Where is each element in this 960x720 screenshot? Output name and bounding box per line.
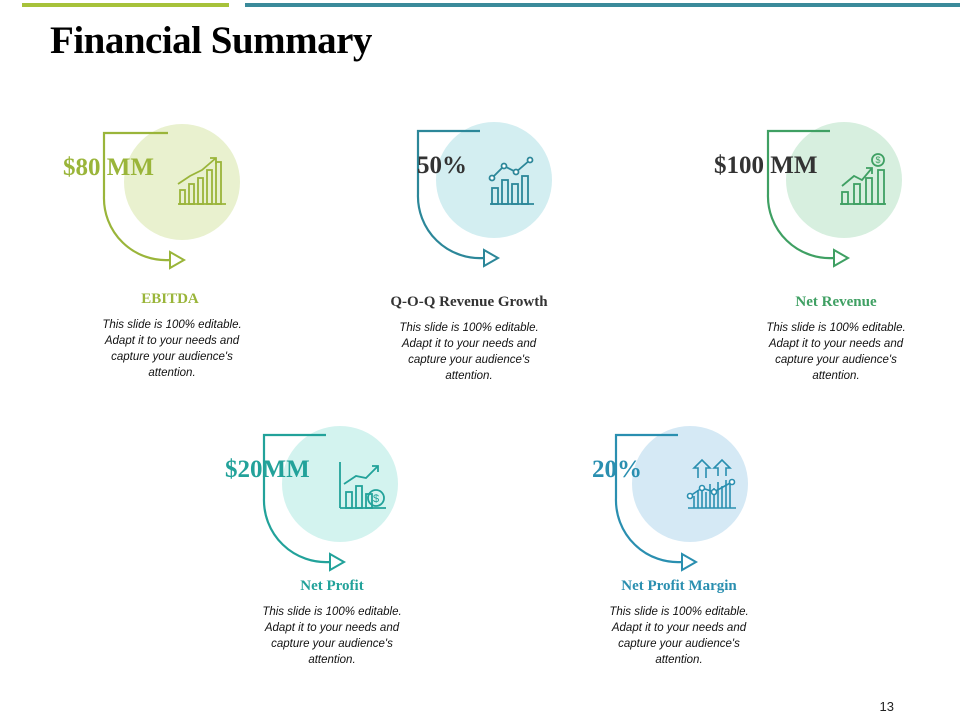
- metric-label: EBITDA: [141, 291, 199, 307]
- metric-value: 20%: [592, 456, 642, 483]
- margin-chart-icon: [686, 458, 736, 509]
- metric-circle: [282, 426, 398, 542]
- metric-circle: [632, 426, 748, 542]
- metric-label: Net Revenue: [795, 294, 877, 310]
- metric-circle: [436, 122, 552, 238]
- arrow-head: [483, 248, 501, 268]
- metric-value: 50%: [417, 152, 467, 179]
- bracket-arrow-line: [102, 131, 171, 262]
- bracket-arrow-line: [766, 129, 835, 260]
- arrow-head: [681, 552, 699, 572]
- top-accent-bar-left: [22, 3, 229, 7]
- metric-circle: [124, 124, 240, 240]
- metric-label: Net Profit: [300, 578, 364, 594]
- top-accent-bar-right: [245, 3, 960, 7]
- arrow-head: [329, 552, 347, 572]
- line-bar-chart-icon: [488, 156, 534, 205]
- bracket-arrow-line: [614, 433, 683, 564]
- metric-label: Net Profit Margin: [621, 578, 737, 594]
- metric-value: $100 MM: [714, 152, 818, 179]
- metric-description: This slide is 100% editable. Adapt it to…: [262, 606, 402, 666]
- arrow-head: [833, 248, 851, 268]
- metric-value: $80 MM: [63, 154, 154, 181]
- metric-description: This slide is 100% editable. Adapt it to…: [766, 322, 906, 382]
- page-number: 13: [879, 699, 894, 714]
- metric-graphic: $: [766, 122, 902, 268]
- metric-description: This slide is 100% editable. Adapt it to…: [102, 319, 242, 379]
- metric-graphic: [614, 426, 748, 572]
- bracket-arrow-line: [262, 433, 331, 564]
- metric-label: Q-O-Q Revenue Growth: [390, 294, 548, 310]
- revenue-growth-icon: $: [840, 153, 886, 205]
- svg-text:$: $: [373, 493, 379, 505]
- metric-graphic: [102, 124, 240, 270]
- metric-circle: [786, 122, 902, 238]
- profit-chart-icon: $: [339, 462, 386, 509]
- metric-graphic: $: [262, 426, 398, 572]
- metric-value: $20MM: [225, 456, 310, 483]
- arrow-head: [169, 250, 187, 270]
- svg-text:$: $: [875, 155, 880, 165]
- bracket-arrow-line: [416, 129, 485, 260]
- metric-description: This slide is 100% editable. Adapt it to…: [399, 322, 539, 382]
- bar-growth-chart-icon: [177, 157, 226, 205]
- metric-graphic: [416, 122, 552, 268]
- page-title: Financial Summary: [50, 19, 372, 62]
- metric-description: This slide is 100% editable. Adapt it to…: [609, 606, 749, 666]
